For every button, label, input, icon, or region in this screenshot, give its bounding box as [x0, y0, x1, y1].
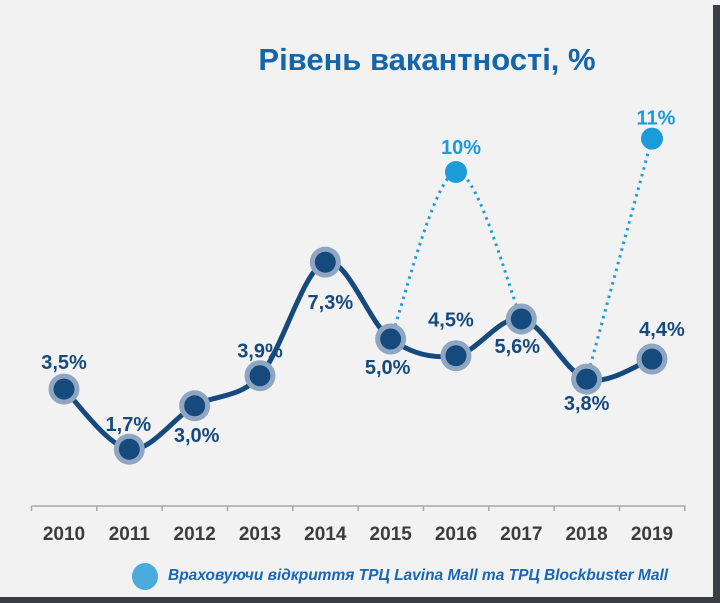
data-label-2012: 3,0% [174, 425, 220, 447]
legend-swatch-icon [132, 562, 158, 590]
main-line [61, 259, 655, 452]
data-label-2015: 5,0% [365, 357, 411, 379]
alt-data-label-2019: 11% [637, 108, 676, 130]
x-axis-year-label: 2016 [435, 524, 477, 545]
data-point-2011 [118, 438, 140, 460]
x-axis-year-label: 2012 [174, 524, 216, 545]
legend: Враховуючи відкриття ТРЦ Lavina Mall та … [132, 562, 668, 590]
data-point-2019 [641, 348, 663, 370]
x-axis-year-label: 2010 [43, 524, 85, 545]
data-point-2013 [249, 365, 271, 387]
data-point-2010 [53, 378, 75, 400]
data-point-2016 [445, 345, 467, 367]
data-point-2014 [314, 251, 336, 273]
data-label-2013: 3,9% [237, 341, 283, 363]
alt-dotted-line [585, 138, 654, 380]
data-label-2019: 4,4% [639, 319, 685, 341]
x-axis-year-label: 2014 [304, 524, 347, 545]
data-point-2018 [576, 368, 598, 390]
data-label-2018: 3,8% [564, 393, 610, 415]
data-label-2016: 4,5% [428, 310, 474, 332]
x-axis-year-label: 2015 [370, 524, 413, 545]
x-axis-year-label: 2018 [565, 524, 607, 545]
x-axis-year-label: 2017 [500, 524, 542, 545]
data-label-2017: 5,6% [495, 336, 541, 358]
data-label-2014: 7,3% [308, 292, 354, 314]
alt-data-point-2016 [444, 161, 467, 183]
data-label-2011: 1,7% [106, 414, 152, 436]
x-axis-year-label: 2013 [239, 524, 281, 545]
x-axis-year-label: 2019 [631, 524, 673, 545]
slide-edge-right [713, 5, 720, 603]
alt-data-point-2019 [640, 127, 663, 150]
legend-label: Враховуючи відкриття ТРЦ Lavina Mall та … [168, 567, 669, 584]
data-point-2012 [184, 395, 206, 417]
data-label-2010: 3,5% [41, 352, 87, 374]
data-point-2015 [380, 328, 402, 350]
data-point-2017 [510, 308, 532, 330]
alt-data-label-2016: 10% [441, 137, 481, 159]
slide-edge-bottom [0, 597, 720, 603]
page-title: Рівень вакантності, % [258, 42, 596, 77]
x-axis-year-label: 2011 [109, 524, 151, 545]
